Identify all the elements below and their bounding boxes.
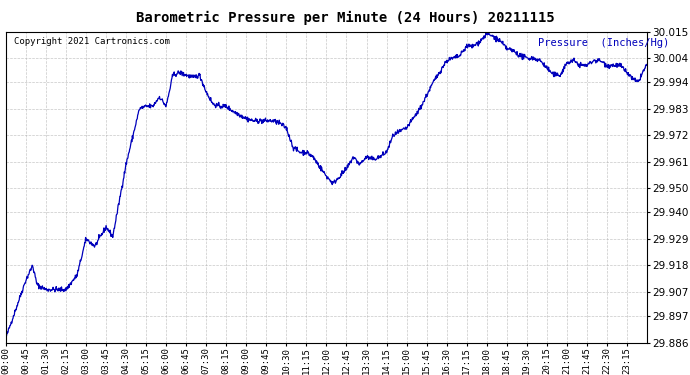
- Text: Copyright 2021 Cartronics.com: Copyright 2021 Cartronics.com: [14, 38, 170, 46]
- Text: Pressure  (Inches/Hg): Pressure (Inches/Hg): [538, 38, 669, 48]
- Text: Barometric Pressure per Minute (24 Hours) 20211115: Barometric Pressure per Minute (24 Hours…: [136, 11, 554, 26]
